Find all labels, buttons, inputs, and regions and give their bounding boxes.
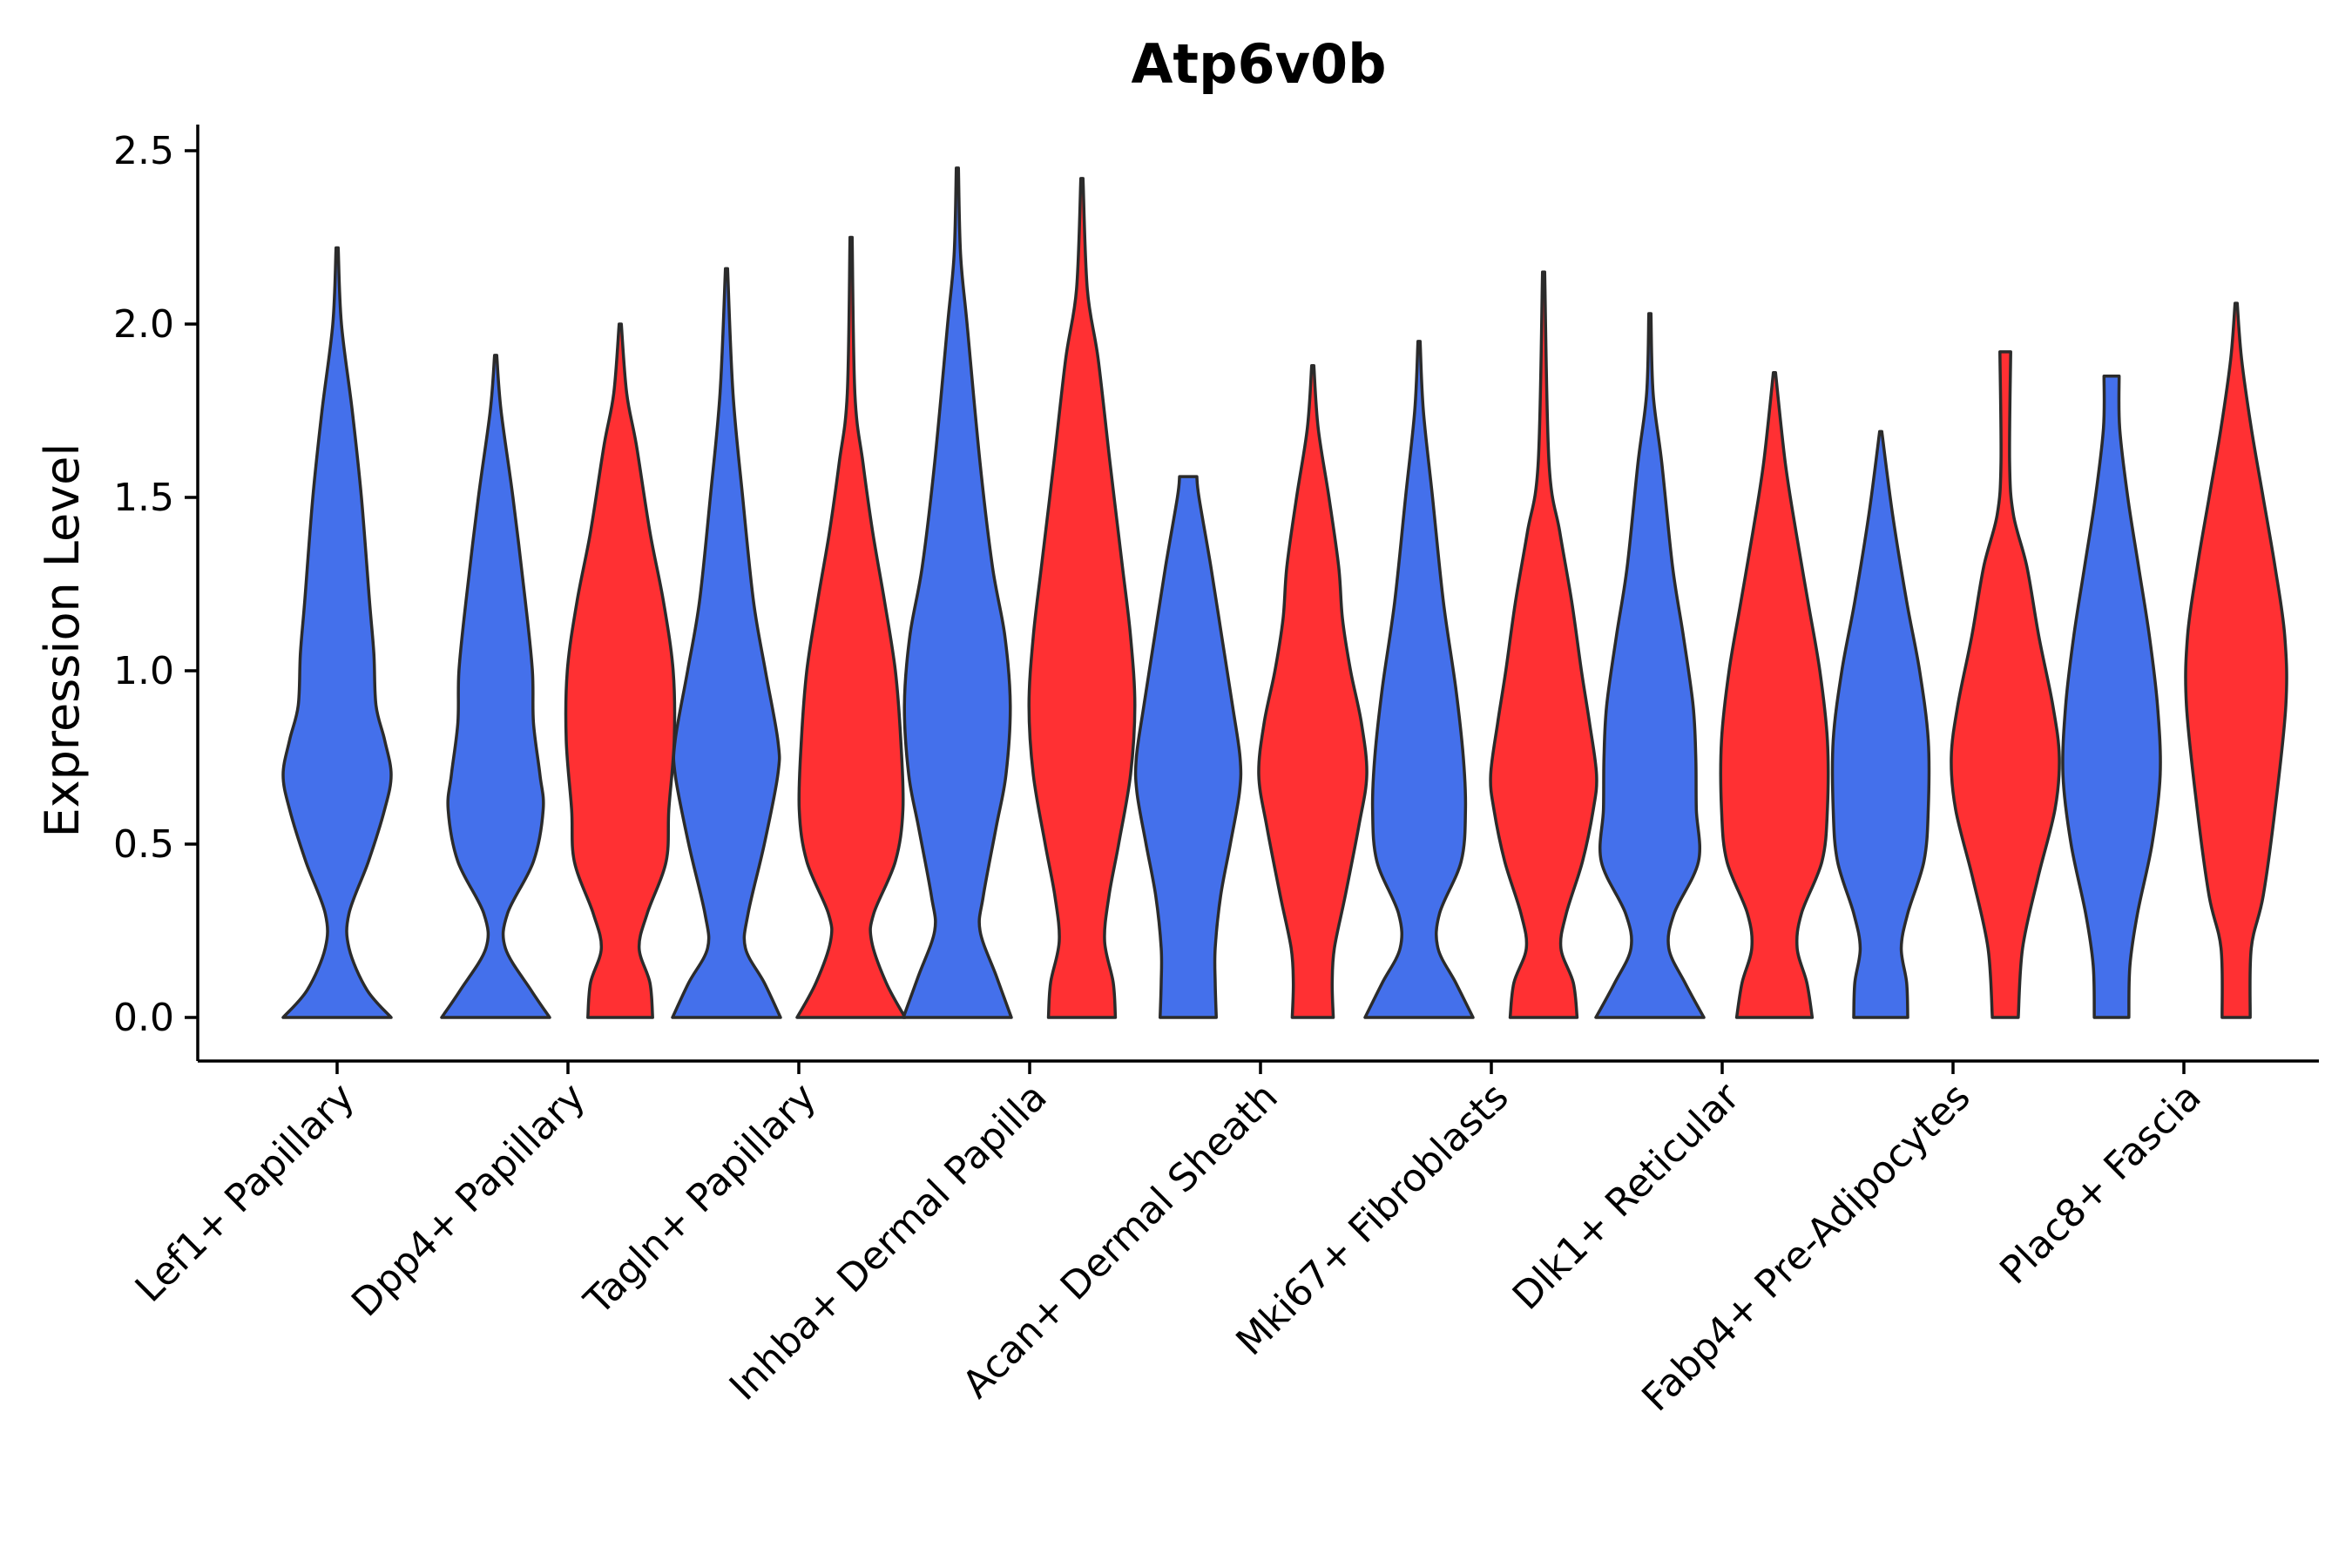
violin-group1 [671,267,782,1019]
violin-group1 [1594,312,1706,1019]
axes [196,125,2319,1063]
violin-group2 [1489,270,1598,1019]
y-axis-label: Expression Level [35,443,90,838]
violin-group1 [281,246,393,1019]
y-tick-label: 0.5 [113,822,174,867]
x-tick-label: Dpp4+ Papillary [343,1075,594,1326]
y-tick-label: 0.0 [113,996,174,1040]
y-ticks: 0.0 0.5 1.0 1.5 2.0 2.5 [113,129,198,1040]
violin-group2 [2184,301,2288,1019]
violin-group2 [1027,177,1137,1019]
violin-group2 [1719,370,1830,1019]
violin-group1 [2061,374,2162,1019]
y-tick-label: 2.0 [113,302,174,347]
violin-layer [281,166,2288,1019]
chart-title: Atp6v0b [1131,32,1386,96]
y-tick-label: 1.5 [113,476,174,520]
x-tick-label: Dlk1+ Reticular [1504,1074,1749,1319]
violin-group2 [795,235,907,1019]
violin-group2 [1950,350,2061,1019]
x-tick-label: Plac8+ Fascia [1991,1075,2210,1294]
x-tick-label: Lef1+ Papillary [127,1075,363,1311]
violin-group1 [1363,340,1475,1019]
violin-group1 [1133,475,1243,1019]
violin-group1 [440,354,551,1019]
violin-group1 [902,166,1013,1019]
x-tick-label: Tagln+ Papillary [576,1075,825,1324]
violin-group2 [564,322,677,1019]
violin-group1 [1830,429,1931,1019]
y-tick-label: 2.5 [113,129,174,173]
y-tick-label: 1.0 [113,649,174,693]
violin-group2 [1257,364,1369,1019]
